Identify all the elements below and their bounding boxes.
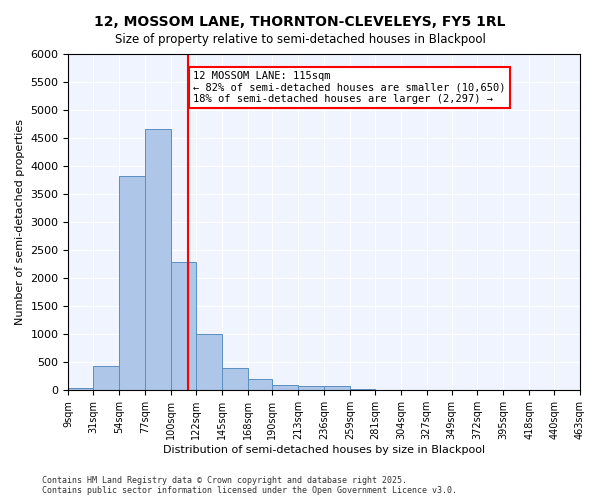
Bar bbox=[119, 176, 145, 390]
Text: 12, MOSSOM LANE, THORNTON-CLEVELEYS, FY5 1RL: 12, MOSSOM LANE, THORNTON-CLEVELEYS, FY5… bbox=[94, 15, 506, 29]
Y-axis label: Number of semi-detached properties: Number of semi-detached properties bbox=[15, 119, 25, 325]
Text: Size of property relative to semi-detached houses in Blackpool: Size of property relative to semi-detach… bbox=[115, 32, 485, 46]
Bar bbox=[171, 262, 196, 390]
Bar bbox=[324, 386, 350, 390]
Text: 12 MOSSOM LANE: 115sqm
← 82% of semi-detached houses are smaller (10,650)
18% of: 12 MOSSOM LANE: 115sqm ← 82% of semi-det… bbox=[193, 71, 506, 104]
Bar bbox=[68, 388, 93, 390]
Bar bbox=[145, 128, 171, 390]
Bar bbox=[298, 386, 324, 390]
Bar bbox=[248, 379, 272, 390]
Bar bbox=[272, 386, 298, 390]
Bar bbox=[93, 366, 119, 390]
Bar bbox=[221, 368, 248, 390]
X-axis label: Distribution of semi-detached houses by size in Blackpool: Distribution of semi-detached houses by … bbox=[163, 445, 485, 455]
Bar bbox=[196, 334, 221, 390]
Bar bbox=[350, 388, 375, 390]
Text: Contains HM Land Registry data © Crown copyright and database right 2025.
Contai: Contains HM Land Registry data © Crown c… bbox=[42, 476, 457, 495]
